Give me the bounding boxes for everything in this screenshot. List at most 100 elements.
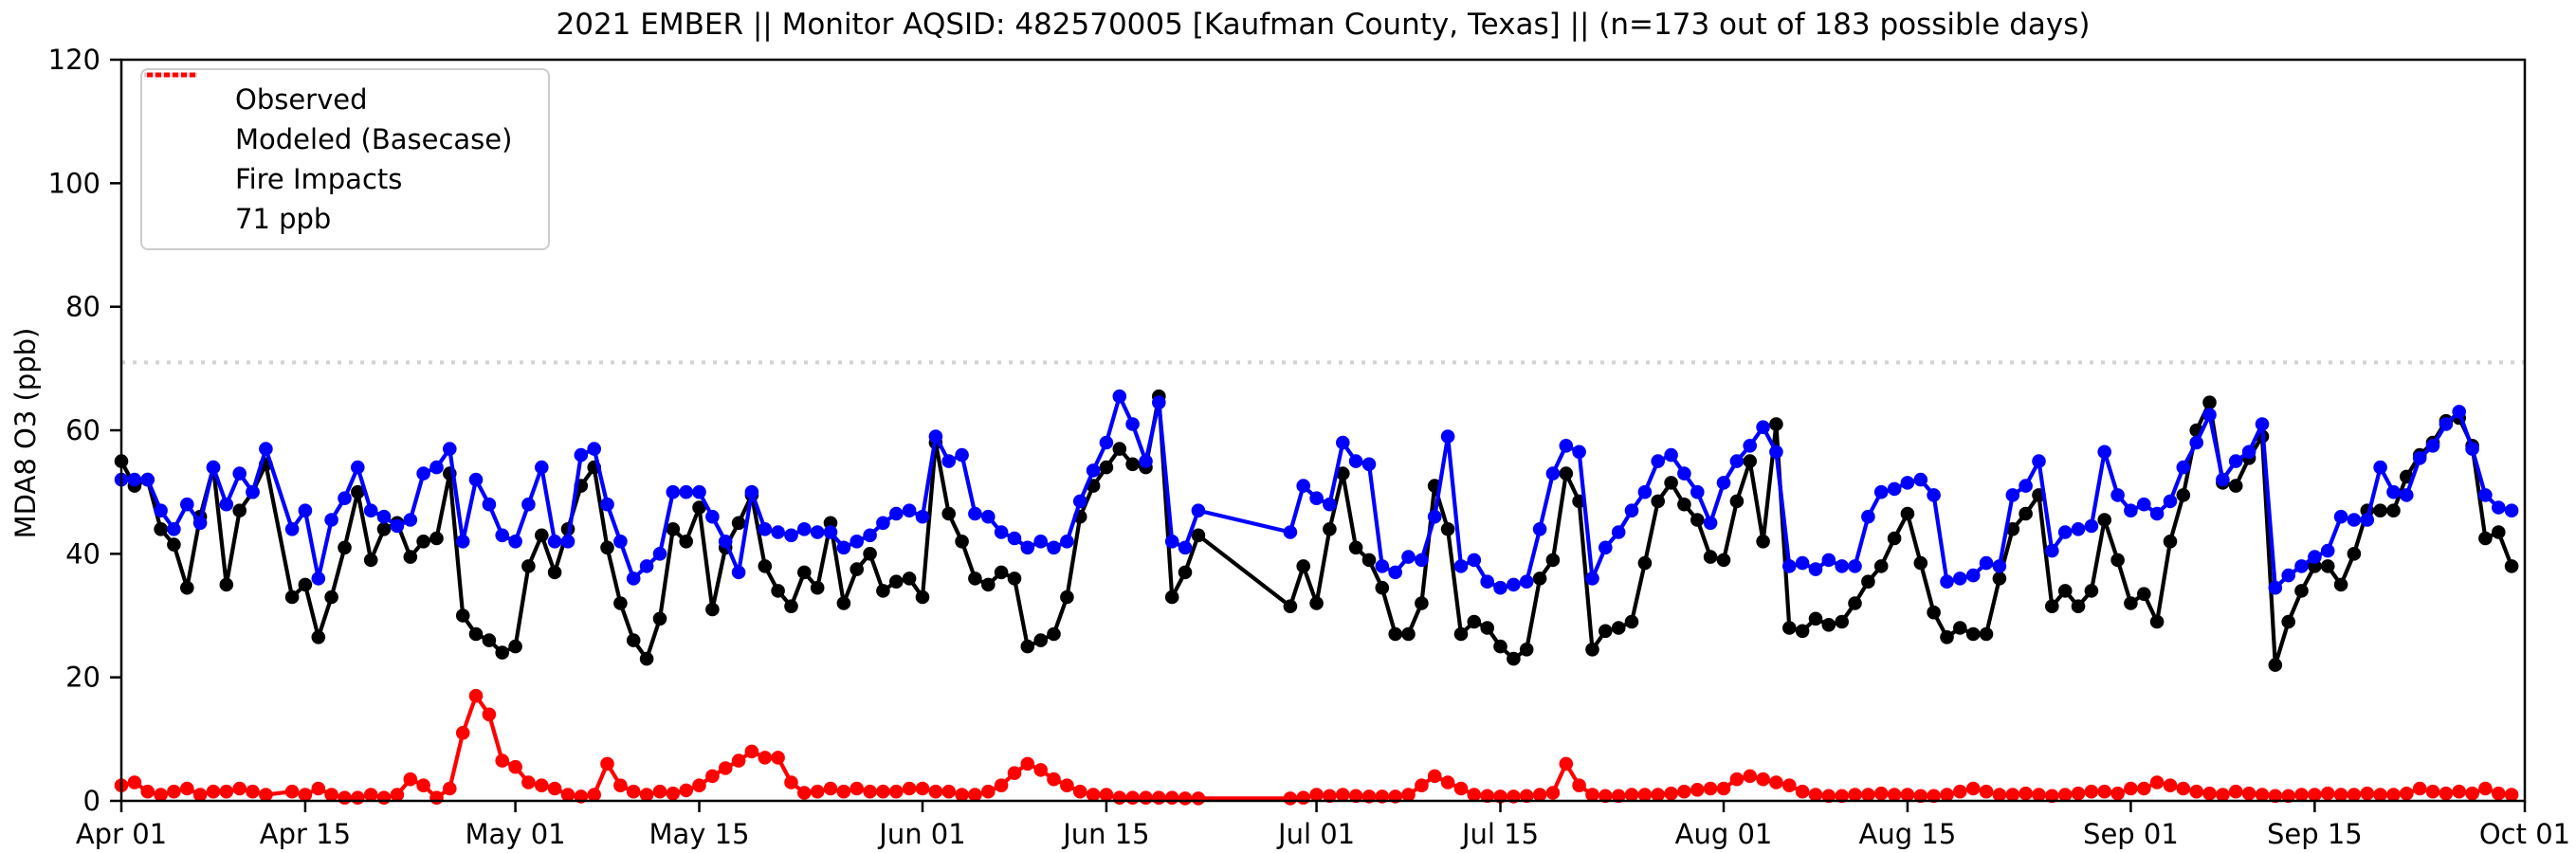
data-point <box>968 788 982 802</box>
data-point <box>1756 535 1770 549</box>
data-point <box>915 509 930 524</box>
data-point <box>2373 788 2387 802</box>
data-point <box>443 781 457 796</box>
data-point <box>1927 488 1941 502</box>
data-point <box>1401 550 1416 564</box>
data-point <box>1887 531 1902 546</box>
data-point <box>1453 781 1469 796</box>
data-point <box>1296 790 1310 805</box>
data-point <box>981 784 996 799</box>
data-point <box>311 781 326 796</box>
data-point <box>1047 771 1061 787</box>
data-point <box>797 786 812 800</box>
data-point <box>758 522 773 536</box>
data-point <box>311 572 326 586</box>
y-tick-label: 0 <box>83 785 100 817</box>
data-point <box>1467 788 1482 802</box>
data-point <box>1047 540 1061 555</box>
data-point <box>2057 584 2073 598</box>
data-point <box>2163 535 2178 549</box>
data-point <box>2347 513 2362 527</box>
x-tick-label: Apr 15 <box>260 818 351 850</box>
data-point <box>1821 789 1836 804</box>
data-point <box>2400 488 2414 502</box>
y-tick-label: 60 <box>65 414 100 446</box>
data-point <box>1427 509 1442 524</box>
data-point <box>2202 408 2217 423</box>
data-point <box>376 790 392 805</box>
data-point <box>1940 630 1954 644</box>
data-point <box>2412 781 2427 796</box>
data-point <box>2045 789 2059 804</box>
data-point <box>1703 781 1718 796</box>
data-point <box>1440 522 1455 536</box>
data-point <box>1007 766 1022 780</box>
data-point <box>1152 395 1166 410</box>
data-point <box>127 472 142 487</box>
data-point <box>1060 590 1074 605</box>
data-point <box>2465 786 2479 801</box>
data-point <box>1375 559 1390 573</box>
data-point <box>2255 417 2270 431</box>
data-point <box>889 784 904 799</box>
data-point <box>2504 503 2519 517</box>
data-point <box>1047 626 1061 642</box>
data-point <box>613 596 628 610</box>
data-point <box>1664 786 1678 801</box>
x-tick-label: Oct 01 <box>2479 818 2570 850</box>
data-point <box>167 784 181 799</box>
data-point <box>1178 791 1193 806</box>
data-point <box>889 506 904 521</box>
data-point <box>455 726 470 740</box>
data-point <box>154 522 168 536</box>
data-point <box>600 540 614 555</box>
data-point <box>1651 494 1665 509</box>
data-point <box>2071 522 2086 536</box>
data-point <box>1112 442 1127 456</box>
data-point <box>1900 788 1915 802</box>
data-point <box>363 553 378 568</box>
data-point <box>2228 784 2243 799</box>
data-point <box>1808 562 1823 576</box>
data-point <box>403 771 418 787</box>
data-point <box>692 484 706 499</box>
data-point <box>2084 584 2099 598</box>
data-point <box>232 466 247 481</box>
data-point <box>376 522 392 536</box>
data-point <box>1992 572 2007 586</box>
x-tick-label: Jun 01 <box>877 818 965 850</box>
data-point <box>2124 596 2138 610</box>
data-point <box>2045 543 2059 558</box>
data-point <box>2478 488 2493 502</box>
data-point <box>2386 788 2401 802</box>
data-point <box>994 525 1009 539</box>
data-point <box>1913 472 1928 487</box>
x-tick-label: Aug 15 <box>1859 818 1957 850</box>
data-point <box>574 447 589 463</box>
data-point <box>994 778 1009 792</box>
data-point <box>1835 614 1849 629</box>
data-point <box>1164 535 1179 549</box>
data-point <box>2294 559 2309 573</box>
data-point <box>2400 786 2414 801</box>
data-point <box>1060 778 1074 792</box>
data-point <box>941 506 956 521</box>
data-point <box>1125 790 1140 805</box>
data-point <box>1323 789 1337 804</box>
data-point <box>1848 788 1862 802</box>
data-point <box>1086 788 1101 802</box>
data-point <box>2268 580 2283 595</box>
data-point <box>1519 789 1534 804</box>
data-point <box>1743 454 1757 468</box>
data-point <box>863 784 877 799</box>
data-point <box>1599 789 1613 804</box>
data-point <box>2202 395 2217 410</box>
data-point <box>2149 506 2165 521</box>
data-point <box>1690 513 1705 527</box>
data-point <box>363 788 378 802</box>
data-point <box>1401 788 1416 802</box>
data-point <box>1873 559 1889 573</box>
data-point <box>1743 769 1757 784</box>
data-point <box>416 535 430 549</box>
